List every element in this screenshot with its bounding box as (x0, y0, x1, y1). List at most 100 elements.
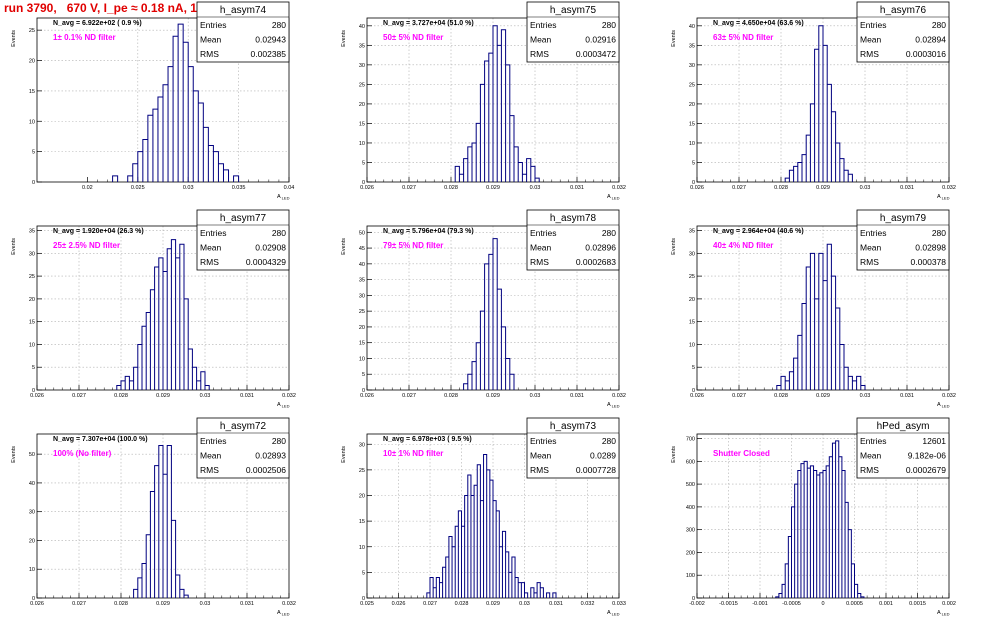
x-axis-label: ALED (937, 610, 950, 617)
y-tick-label: 35 (359, 278, 365, 284)
y-tick-label: 20 (689, 102, 695, 108)
stats-value: 0.02896 (585, 243, 616, 253)
stats-value: 0.0003472 (576, 49, 616, 59)
y-tick-label: 15 (359, 341, 365, 347)
x-axis-label: ALED (277, 194, 290, 201)
x-tick-label: 0.025 (360, 601, 374, 607)
stats-label: RMS (200, 257, 219, 267)
filter-annotation: 50± 5% ND filter (383, 33, 443, 42)
x-tick-label: -0.0005 (782, 601, 801, 607)
y-tick-label: 30 (359, 63, 365, 69)
x-axis-label: ALED (937, 402, 950, 409)
stats-histogram-name: hPed_asym (877, 421, 930, 432)
x-tick-label: 0.026 (360, 185, 374, 191)
stats-label: Entries (860, 436, 886, 446)
stats-value: 0.002385 (251, 49, 287, 59)
x-tick-label: 0.026 (690, 393, 704, 399)
y-tick-label: 0 (32, 596, 35, 602)
y-tick-label: 25 (359, 468, 365, 474)
x-tick-label: 0.027 (72, 393, 86, 399)
x-tick-label: 0.027 (402, 393, 416, 399)
y-tick-label: 40 (359, 24, 365, 30)
x-tick-label: 0.03 (519, 601, 530, 607)
stats-box (196, 1, 290, 63)
x-axis-label: ALED (607, 402, 620, 409)
stats-value: 0.0007728 (576, 465, 616, 475)
histogram-pad-h_asym78: 0.026 0.027 0.028 0.029 0.03 0.031 0.032 0 5 10 15… (341, 209, 626, 409)
y-tick-label: 20 (689, 297, 695, 303)
y-tick-label: 25 (359, 309, 365, 315)
stats-label: Entries (530, 20, 556, 30)
stats-label: Entries (200, 20, 226, 30)
y-tick-label: 700 (686, 437, 695, 443)
stats-value: 280 (602, 20, 616, 30)
stats-value: 280 (602, 436, 616, 446)
y-tick-label: 10 (689, 342, 695, 348)
y-tick-label: 20 (359, 102, 365, 108)
x-tick-label: 0.031 (240, 393, 254, 399)
stats-value: 0.02916 (585, 35, 616, 45)
y-tick-label: 10 (359, 356, 365, 362)
stats-label: Mean (860, 35, 882, 45)
y-tick-label: 25 (359, 82, 365, 88)
y-tick-label: 45 (359, 246, 365, 252)
stats-label: RMS (860, 465, 879, 475)
filter-annotation: 63± 5% ND filter (713, 33, 773, 42)
y-tick-label: 25 (29, 274, 35, 280)
x-tick-label: -0.0015 (719, 601, 738, 607)
y-tick-label: 0 (362, 388, 365, 394)
x-tick-label: 0.027 (732, 185, 746, 191)
x-tick-label: 0.028 (774, 185, 788, 191)
x-tick-label: 0.028 (114, 601, 128, 607)
stats-value: 0.02894 (915, 35, 946, 45)
histogram-bars (784, 25, 853, 182)
stats-value: 0.02943 (255, 35, 286, 45)
y-tick-label: 10 (29, 119, 35, 125)
x-tick-label: 0.031 (900, 393, 914, 399)
x-tick-label: 0.028 (114, 393, 128, 399)
y-tick-label: 35 (359, 43, 365, 49)
stats-box (526, 1, 620, 63)
histogram-pad-h_asym76: 0.026 0.027 0.028 0.029 0.03 0.031 0.032 0 5 10 15… (671, 1, 956, 201)
y-tick-label: 0 (692, 388, 695, 394)
y-tick-label: 25 (689, 82, 695, 88)
stats-box (526, 209, 620, 271)
x-tick-label: 0.03 (530, 393, 541, 399)
stats-box (856, 417, 950, 479)
stats-label: Entries (860, 20, 886, 30)
y-axis-label: Events (671, 30, 677, 47)
stats-label: RMS (530, 49, 549, 59)
y-tick-label: 500 (686, 482, 695, 488)
stats-label: RMS (860, 257, 879, 267)
x-tick-label: 0.028 (444, 185, 458, 191)
histogram-title: N_avg = 1.920e+04 (26.3 %) (53, 228, 144, 235)
stats-value: 280 (602, 228, 616, 238)
x-tick-label: 0.027 (402, 185, 416, 191)
y-tick-label: 40 (359, 262, 365, 268)
x-tick-label: 0.027 (72, 601, 86, 607)
x-tick-label: 0.031 (900, 185, 914, 191)
stats-value: 0.02898 (915, 243, 946, 253)
x-tick-label: 0.026 (690, 185, 704, 191)
filter-annotation: 79± 5% ND filter (383, 241, 443, 250)
y-tick-label: 40 (29, 481, 35, 487)
x-tick-label: 0.03 (200, 393, 211, 399)
y-tick-label: 15 (359, 519, 365, 525)
x-tick-label: 0.031 (570, 393, 584, 399)
y-tick-label: 5 (362, 160, 365, 166)
y-tick-label: 10 (689, 141, 695, 147)
histogram-title: N_avg = 3.727e+04 (51.0 %) (383, 20, 474, 27)
x-tick-label: 0.032 (612, 393, 626, 399)
stats-label: RMS (860, 49, 879, 59)
filter-annotation: 40± 4% ND filter (713, 241, 773, 250)
histogram-bars (116, 239, 210, 390)
x-tick-label: 0.0015 (909, 601, 926, 607)
x-tick-label: 0.027 (732, 393, 746, 399)
histogram-title: N_avg = 2.964e+04 (40.6 %) (713, 228, 804, 235)
stats-label: Mean (530, 451, 552, 461)
y-tick-label: 15 (359, 121, 365, 127)
histogram-pad-h_asym72: 0.026 0.027 0.028 0.029 0.03 0.031 0.032 0 10 20 3… (11, 417, 296, 617)
histogram-bars (133, 445, 189, 598)
x-tick-label: 0.026 (360, 393, 374, 399)
